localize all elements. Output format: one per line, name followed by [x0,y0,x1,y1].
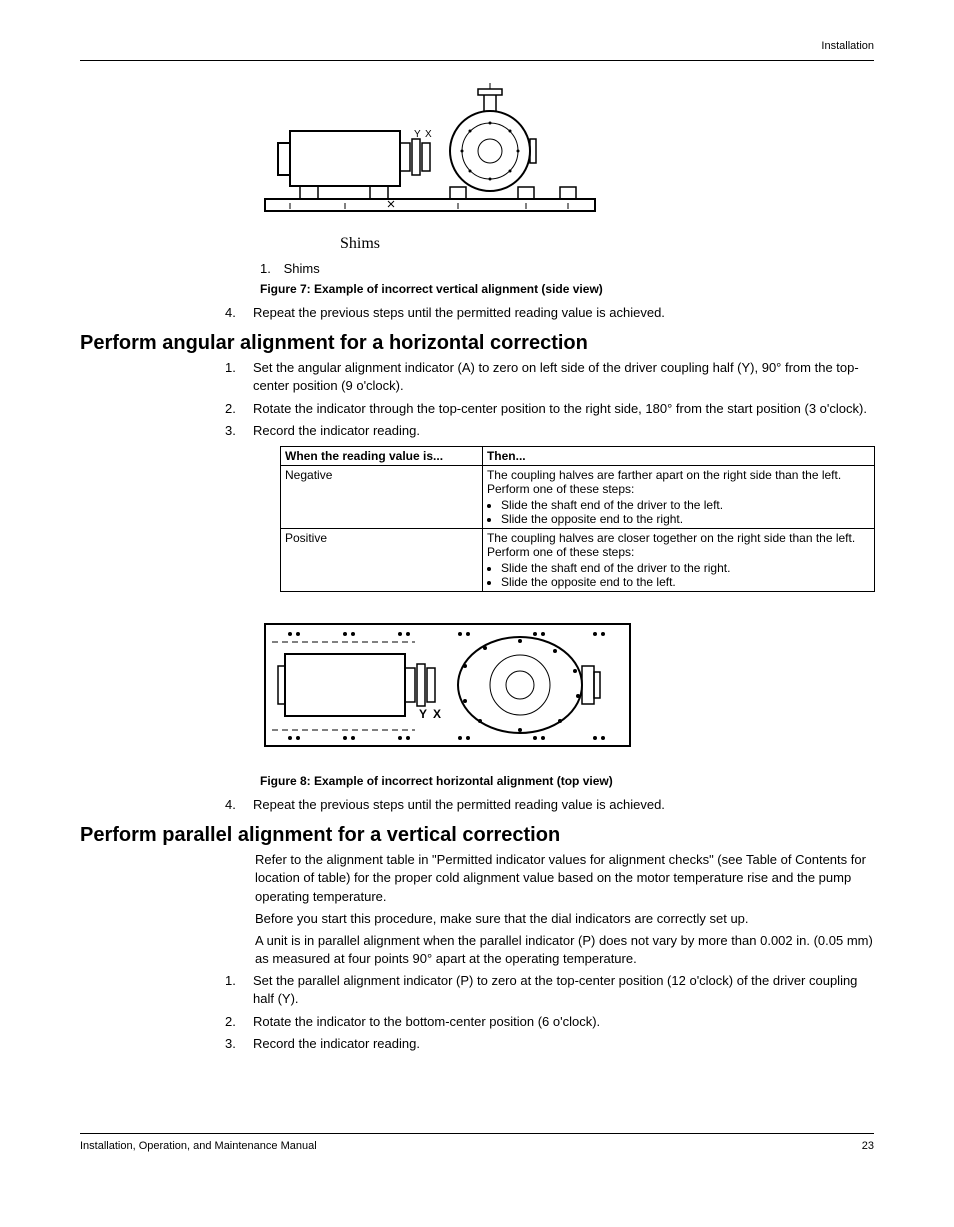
fig7-list-num: 1. [260,261,280,276]
parallel-step2: 2. Rotate the indicator to the bottom-ce… [225,1013,874,1031]
figure7-svg: Y X [260,81,600,231]
parallel-step1: 1. Set the parallel alignment indicator … [225,972,874,1008]
table-positive-text: The coupling halves are closer together … [487,531,855,559]
fig7-label-y: Y [414,129,421,140]
angular-step2: 2. Rotate the indicator through the top-… [225,400,874,418]
angular-step4: 4. Repeat the previous steps until the p… [225,796,874,814]
angular-step2-text: Rotate the indicator through the top-cen… [253,400,874,418]
angular-step4-text: Repeat the previous steps until the perm… [253,796,874,814]
parallel-step3: 3. Record the indicator reading. [225,1035,874,1053]
table-negative-text: The coupling halves are farther apart on… [487,468,841,496]
header-rule [80,60,874,61]
parallel-step2-num: 2. [225,1013,253,1031]
parallel-step3-text: Record the indicator reading. [253,1035,874,1053]
parallel-para3: A unit is in parallel alignment when the… [255,932,874,968]
angular-step3-num: 3. [225,422,253,440]
table-header-col2: Then... [482,446,874,465]
footer-left: Installation, Operation, and Maintenance… [80,1140,317,1152]
footer-right: 23 [862,1140,874,1152]
shims-label: Shims [340,235,874,253]
table-header-col1: When the reading value is... [281,446,483,465]
figure7-title: Figure 7: Example of incorrect vertical … [260,282,874,296]
angular-step3: 3. Record the indicator reading. [225,422,874,440]
reading-table: When the reading value is... Then... Neg… [280,446,875,592]
angular-step3-text: Record the indicator reading. [253,422,874,440]
figure8-container: Y X [260,616,874,756]
table-positive-content: The coupling halves are closer together … [482,528,874,591]
step4a: 4. Repeat the previous steps until the p… [225,304,874,322]
parallel-step3-num: 3. [225,1035,253,1053]
table-negative-bullet1: Slide the shaft end of the driver to the… [501,498,870,512]
parallel-step1-text: Set the parallel alignment indicator (P)… [253,972,874,1008]
figure7-caption-list: 1. Shims [260,261,874,276]
parallel-para1: Refer to the alignment table in "Permitt… [255,851,874,906]
footer: Installation, Operation, and Maintenance… [80,1133,874,1152]
angular-step4-num: 4. [225,796,253,814]
step4a-text: Repeat the previous steps until the perm… [253,304,874,322]
figure7-container: Y X Shims [260,81,874,253]
figure8-svg: Y X [260,616,635,756]
fig8-label-x: X [433,707,441,721]
angular-step1: 1. Set the angular alignment indicator (… [225,359,874,395]
table-header-row: When the reading value is... Then... [281,446,875,465]
table-positive-bullet2: Slide the opposite end to the left. [501,575,870,589]
fig7-label-x: X [425,129,432,140]
angular-step1-num: 1. [225,359,253,395]
table-positive-bullet1: Slide the shaft end of the driver to the… [501,561,870,575]
fig8-label-y: Y [419,707,427,721]
table-row-positive: Positive The coupling halves are closer … [281,528,875,591]
fig7-list-text: Shims [284,261,320,276]
table-row-negative: Negative The coupling halves are farther… [281,465,875,528]
parallel-para2: Before you start this procedure, make su… [255,910,874,928]
angular-step2-num: 2. [225,400,253,418]
header-section-label: Installation [80,40,874,52]
table-negative-label: Negative [281,465,483,528]
table-negative-content: The coupling halves are farther apart on… [482,465,874,528]
angular-step1-text: Set the angular alignment indicator (A) … [253,359,874,395]
table-positive-label: Positive [281,528,483,591]
table-negative-bullet2: Slide the opposite end to the right. [501,512,870,526]
heading-angular: Perform angular alignment for a horizont… [80,332,874,355]
parallel-step2-text: Rotate the indicator to the bottom-cente… [253,1013,874,1031]
parallel-step1-num: 1. [225,972,253,1008]
page-container: Installation [0,0,954,1192]
step4a-num: 4. [225,304,253,322]
figure8-title: Figure 8: Example of incorrect horizonta… [260,774,874,788]
heading-parallel: Perform parallel alignment for a vertica… [80,824,874,847]
